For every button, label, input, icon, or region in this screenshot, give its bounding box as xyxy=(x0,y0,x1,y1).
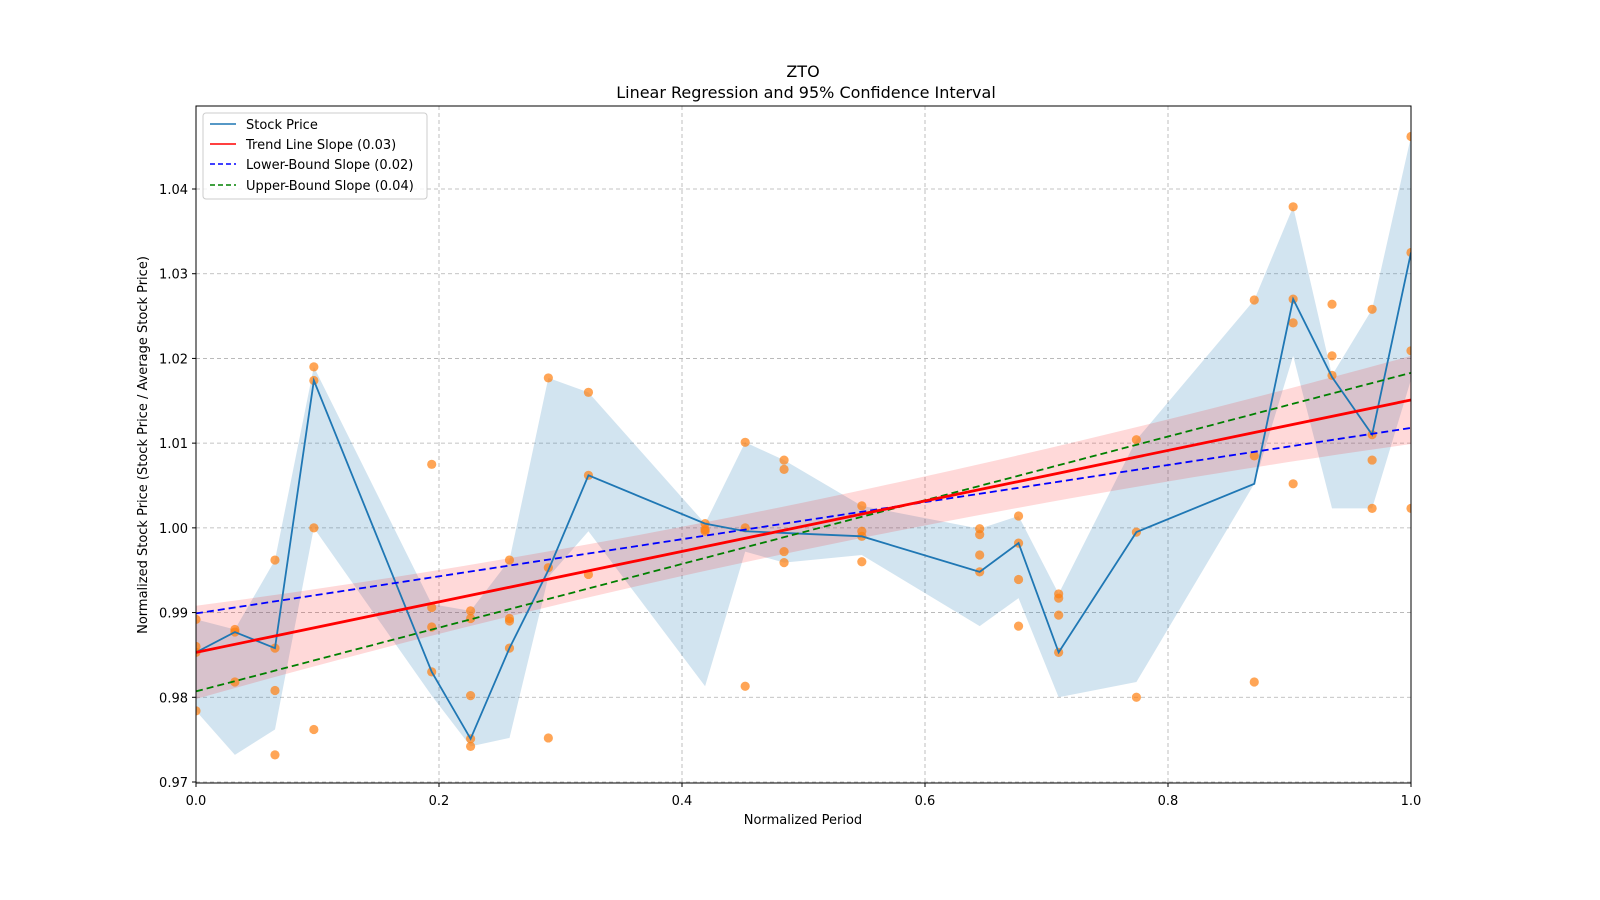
scatter-point-53 xyxy=(1013,511,1024,521)
chart-title: ZTO xyxy=(786,62,819,81)
scatter-point-57 xyxy=(1054,589,1064,599)
scatter-point-3 xyxy=(196,706,201,716)
series-lines xyxy=(196,252,1411,741)
scatter-point-64 xyxy=(1249,295,1259,305)
chart-subtitle: Linear Regression and 95% Confidence Int… xyxy=(616,83,996,102)
legend: Stock Price Trend Line Slope (0.03) Lowe… xyxy=(202,112,428,200)
scatter-point-58 xyxy=(1054,610,1064,620)
y-tick-label-2: 0.99 xyxy=(159,607,188,622)
scatter-point-19 xyxy=(465,690,476,701)
y-tick-label-1: 0.98 xyxy=(159,691,188,706)
scatter-point-78 xyxy=(1406,131,1411,142)
legend-item-trend-line: Trend Line Slope (0.03) xyxy=(210,138,396,153)
scatter-point-74 xyxy=(1367,304,1377,314)
lower-bound-line xyxy=(196,427,1411,615)
scatter-point-43 xyxy=(779,557,789,568)
x-axis-title: Normalized Period xyxy=(744,813,862,828)
trend-line xyxy=(196,398,1411,654)
scatter-point-28 xyxy=(543,733,553,743)
scatter-point-14 xyxy=(309,523,319,533)
stock-price-line xyxy=(196,252,1411,741)
confidence-bands xyxy=(196,136,1411,755)
scatter-point-12 xyxy=(309,362,319,372)
scatter-point-69 xyxy=(1288,318,1298,328)
scatter-point-50 xyxy=(975,530,985,540)
scatter-point-52 xyxy=(1013,621,1024,631)
scatter-point-38 xyxy=(740,437,750,447)
scatter-point-40 xyxy=(779,546,789,557)
scatter-point-0 xyxy=(196,614,201,624)
scatter-point-23 xyxy=(465,741,476,752)
y-tick-label-7: 1.04 xyxy=(159,183,188,198)
scatter-point-25 xyxy=(504,555,515,565)
scatter-point-80 xyxy=(1406,346,1411,356)
scatter-point-65 xyxy=(1249,451,1259,461)
x-tick-label-5: 1.0 xyxy=(1401,794,1422,809)
scatter-point-37 xyxy=(740,681,750,691)
scatter-point-36 xyxy=(700,524,710,535)
y-tick-label-3: 1.00 xyxy=(159,522,188,537)
scatter-point-60 xyxy=(1131,692,1142,702)
plot-frame xyxy=(195,105,1412,784)
y-tick-label-0: 0.97 xyxy=(159,776,188,791)
legend-label-stock-price: Stock Price xyxy=(246,118,318,133)
scatter-point-77 xyxy=(1406,503,1411,513)
scatter-point-76 xyxy=(1367,455,1377,465)
scatter-point-11 xyxy=(309,724,319,735)
legend-item-stock-price: Stock Price xyxy=(210,118,318,133)
x-tick-label-1: 0.2 xyxy=(429,794,450,809)
scatter-point-66 xyxy=(1288,479,1298,489)
scatter-point-63 xyxy=(1249,677,1259,687)
y-tick-label-4: 1.01 xyxy=(159,437,188,452)
scatter-point-16 xyxy=(427,459,437,469)
scatter-point-7 xyxy=(270,750,280,760)
x-tick-label-3: 0.6 xyxy=(915,794,936,809)
scatter-point-29 xyxy=(543,373,553,383)
scatter-point-73 xyxy=(1367,503,1377,513)
y-tick-label-6: 1.03 xyxy=(159,268,188,283)
y-tick-label-5: 1.02 xyxy=(159,352,188,367)
scatter-point-10 xyxy=(270,685,280,696)
x-tick-label-4: 0.8 xyxy=(1158,794,1179,809)
legend-label-lower-bound: Lower-Bound Slope (0.02) xyxy=(246,158,413,173)
legend-item-upper-bound: Upper-Bound Slope (0.04) xyxy=(210,179,414,194)
stock-price-band xyxy=(196,136,1411,755)
scatter-point-41 xyxy=(779,455,789,465)
scatter-point-42 xyxy=(779,464,789,475)
scatter-point-32 xyxy=(583,387,594,397)
legend-item-lower-bound: Lower-Bound Slope (0.02) xyxy=(210,158,413,173)
scatter-point-67 xyxy=(1288,202,1298,212)
y-axis-title: Normalized Stock Price (Stock Price / Av… xyxy=(136,256,151,634)
scatter-point-45 xyxy=(857,501,867,511)
scatter-point-55 xyxy=(1013,574,1024,585)
scatter-point-48 xyxy=(975,550,985,560)
legend-label-trend-line: Trend Line Slope (0.03) xyxy=(245,138,396,153)
legend-frame xyxy=(202,112,428,200)
scatter-point-71 xyxy=(1327,299,1337,309)
upper-bound-line xyxy=(196,371,1411,693)
x-tick-label-2: 0.4 xyxy=(672,794,693,809)
scatter-point-44 xyxy=(857,557,867,567)
legend-label-upper-bound: Upper-Bound Slope (0.04) xyxy=(246,179,414,194)
scatter-point-70 xyxy=(1327,351,1337,361)
scatter-point-26 xyxy=(504,613,515,624)
x-tick-label-0: 0.0 xyxy=(186,794,207,809)
scatter-point-61 xyxy=(1131,435,1142,445)
scatter-point-8 xyxy=(270,555,280,565)
scatter-point-20 xyxy=(465,606,476,616)
axes xyxy=(195,105,1412,784)
ticks: 0.0 0.2 0.4 0.6 0.8 1.0 0.97 0.98 0.99 1.00 1.01 1.… xyxy=(159,183,1421,809)
